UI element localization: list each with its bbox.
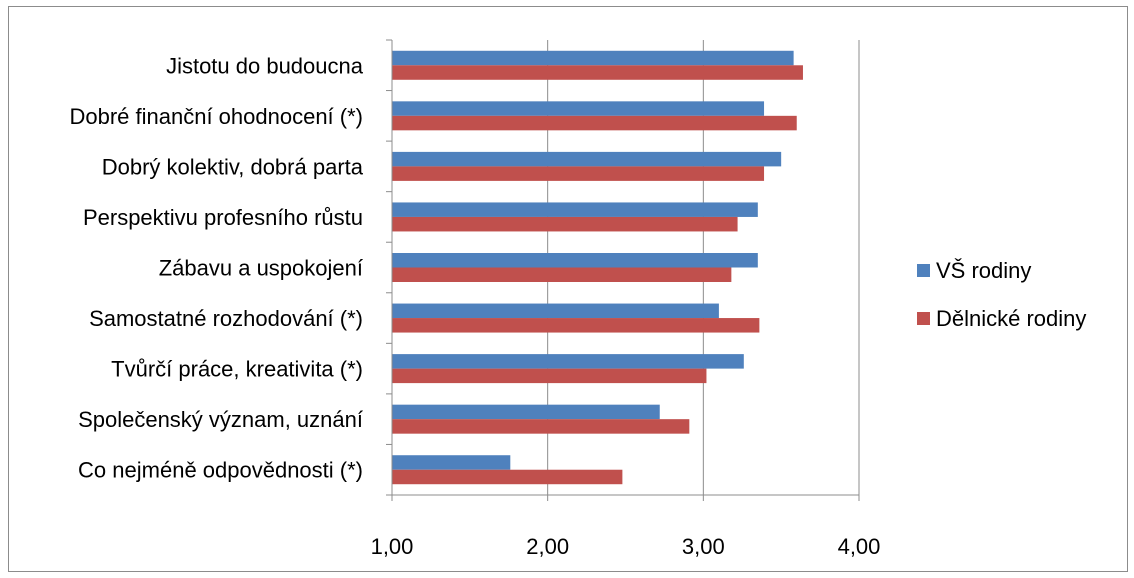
bar [392, 303, 719, 319]
bar [392, 202, 758, 217]
category-label: Perspektivu profesního růstu [83, 205, 363, 230]
legend: VŠ rodiny Dělnické rodiny [917, 258, 1086, 331]
category-label: Společenský význam, uznání [78, 407, 363, 432]
bar [392, 115, 797, 131]
bar [392, 368, 707, 384]
legend-label: VŠ rodiny [936, 258, 1031, 283]
x-tick-label: 4,00 [838, 534, 881, 559]
category-label: Tvůrčí práce, kreativita (*) [111, 357, 363, 382]
category-label: Zábavu a uspokojení [159, 256, 363, 281]
bars [392, 50, 803, 485]
bar [392, 318, 760, 333]
bar [392, 404, 660, 420]
x-tick-label: 2,00 [526, 534, 569, 559]
legend-label: Dělnické rodiny [936, 306, 1086, 331]
category-label: Samostatné rozhodování (*) [89, 306, 363, 331]
bar [392, 101, 765, 116]
bar [392, 419, 690, 434]
legend-swatch [917, 312, 930, 325]
bar [392, 65, 803, 80]
bar [392, 455, 511, 470]
x-tick-label: 3,00 [682, 534, 725, 559]
category-label: Dobré finanční ohodnocení (*) [69, 104, 363, 129]
legend-swatch [917, 264, 930, 277]
bar [392, 216, 738, 232]
bar [392, 354, 744, 369]
category-label: Dobrý kolektiv, dobrá parta [102, 154, 364, 179]
bar [392, 469, 623, 485]
x-tick-label: 1,00 [371, 534, 414, 559]
bar [392, 50, 794, 66]
category-label: Jistotu do budoucna [166, 53, 364, 78]
bar [392, 253, 758, 268]
bar [392, 267, 732, 282]
axes: 1,00 2,00 3,00 4,00 Jistotu do budoucna Dobré… [69, 39, 881, 559]
category-label: Co nejméně odpovědnosti (*) [78, 458, 363, 483]
bar [392, 166, 765, 181]
bar [392, 151, 782, 167]
